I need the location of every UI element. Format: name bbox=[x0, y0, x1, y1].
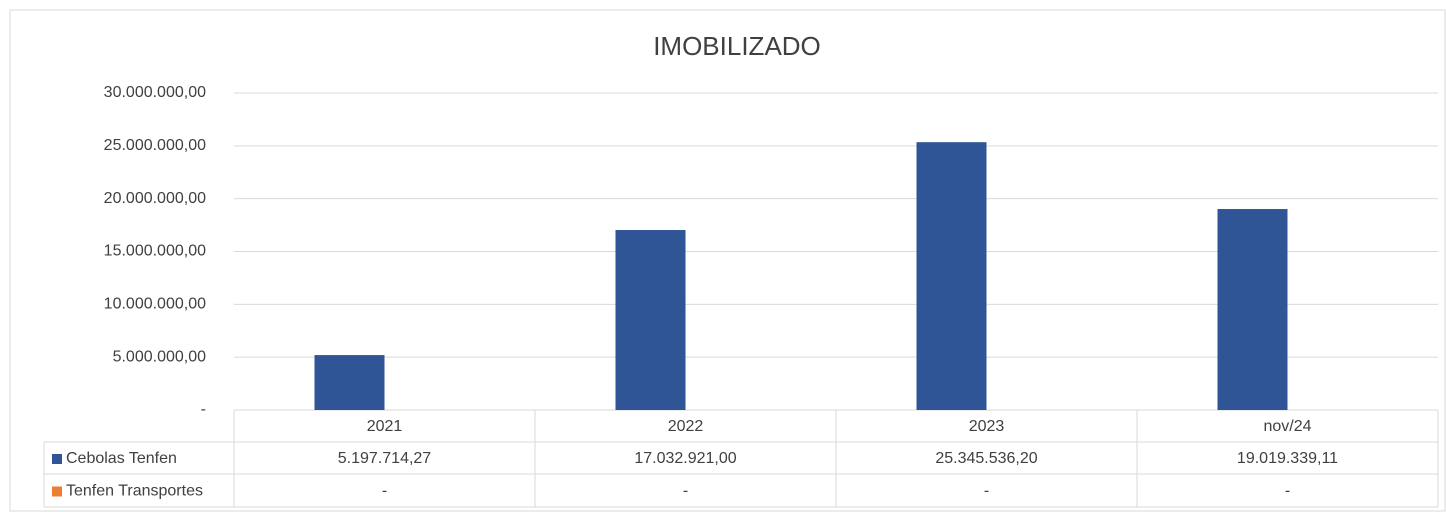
x-tick-label: nov/24 bbox=[1263, 418, 1311, 435]
table-value: 25.345.536,20 bbox=[935, 450, 1037, 467]
legend-swatch bbox=[52, 454, 62, 464]
y-tick-label: 30.000.000,00 bbox=[104, 84, 206, 101]
table-value: - bbox=[382, 483, 387, 500]
table-value: - bbox=[984, 483, 989, 500]
x-tick-label: 2022 bbox=[668, 418, 704, 435]
table-value: 17.032.921,00 bbox=[634, 450, 736, 467]
table-value: - bbox=[1285, 483, 1290, 500]
y-tick-label: 15.000.000,00 bbox=[104, 243, 206, 260]
table-value: 5.197.714,27 bbox=[338, 450, 432, 467]
x-tick-label: 2023 bbox=[969, 418, 1005, 435]
y-tick-label: 20.000.000,00 bbox=[104, 190, 206, 207]
x-tick-label: 2021 bbox=[367, 418, 403, 435]
y-tick-label: - bbox=[201, 401, 206, 418]
table-value: - bbox=[683, 483, 688, 500]
chart-title: IMOBILIZADO bbox=[653, 31, 821, 61]
bar bbox=[314, 355, 385, 410]
legend-swatch bbox=[52, 486, 62, 497]
legend-label: Cebolas Tenfen bbox=[66, 450, 177, 467]
bar bbox=[916, 142, 987, 410]
table-value: 19.019.339,11 bbox=[1237, 450, 1338, 467]
y-tick-label: 25.000.000,00 bbox=[104, 137, 206, 154]
bar bbox=[615, 230, 686, 410]
y-tick-label: 10.000.000,00 bbox=[104, 296, 206, 313]
y-tick-label: 5.000.000,00 bbox=[113, 348, 207, 365]
bar bbox=[1217, 209, 1288, 410]
legend-label: Tenfen Transportes bbox=[66, 483, 203, 500]
